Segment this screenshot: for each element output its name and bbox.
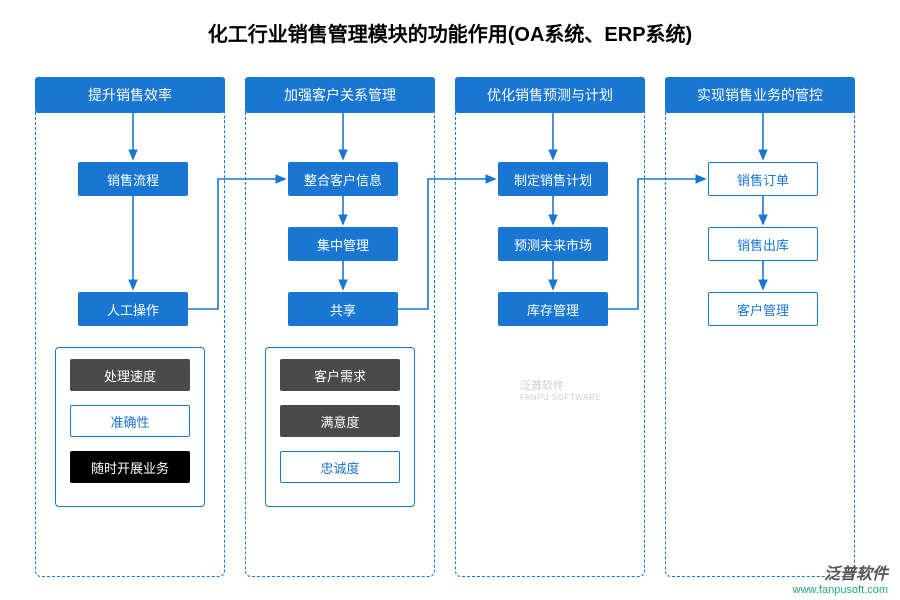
footer-url: www.fanpusoft.com [793,584,888,596]
node-centralized-mgmt: 集中管理 [288,227,398,261]
node-manual-operation: 人工操作 [78,292,188,326]
footer-brand: 泛普软件 [824,566,888,583]
column-header-3: 优化销售预测与计划 [455,77,645,113]
node-integrate-customer: 整合客户信息 [288,162,398,196]
watermark: 泛普软件 FANPU SOFTWARE [520,377,601,402]
page-title: 化工行业销售管理模块的功能作用(OA系统、ERP系统) [0,0,900,57]
sub-customer-demand: 客户需求 [280,359,400,391]
column-3 [455,77,645,577]
node-inventory-mgmt: 库存管理 [498,292,608,326]
node-sales-outbound: 销售出库 [708,227,818,261]
column-header-1: 提升销售效率 [35,77,225,113]
node-make-sales-plan: 制定销售计划 [498,162,608,196]
sub-loyalty: 忠诚度 [280,451,400,483]
footer: 泛普软件 www.fanpusoft.com [793,560,888,596]
node-sales-process: 销售流程 [78,162,188,196]
sub-satisfaction: 满意度 [280,405,400,437]
watermark-sub: FANPU SOFTWARE [520,393,601,402]
sub-processing-speed: 处理速度 [70,359,190,391]
watermark-text: 泛普软件 [520,380,564,392]
column-header-4: 实现销售业务的管控 [665,77,855,113]
sub-accuracy: 准确性 [70,405,190,437]
node-share: 共享 [288,292,398,326]
node-sales-order: 销售订单 [708,162,818,196]
diagram-canvas: 提升销售效率 加强客户关系管理 优化销售预测与计划 实现销售业务的管控 销售流程… [0,57,900,597]
node-forecast-market: 预测未来市场 [498,227,608,261]
sub-anytime-business: 随时开展业务 [70,451,190,483]
column-header-2: 加强客户关系管理 [245,77,435,113]
column-4 [665,77,855,577]
node-customer-mgmt: 客户管理 [708,292,818,326]
